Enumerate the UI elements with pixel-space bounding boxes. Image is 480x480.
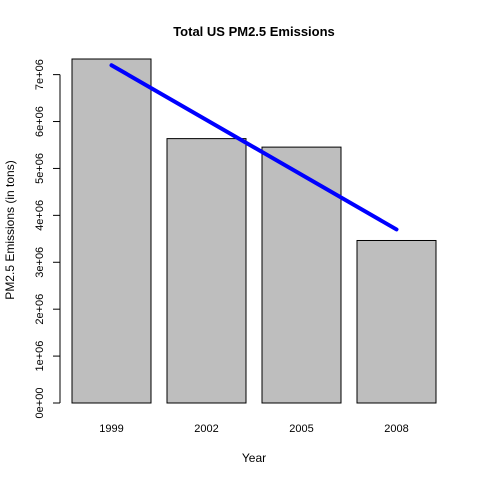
x-tick-label-2008: 2008 [384,423,408,435]
y-tick-label: 0e+00 [34,388,46,419]
y-tick-label: 3e+06 [34,247,46,278]
bar-1999 [71,58,152,404]
trend-line [109,63,399,232]
bar-2005 [261,146,342,404]
y-axis-label: PM2.5 Emissions (in tons) [3,160,17,299]
x-axis-ticks: 1999 2002 2005 2008 [99,423,408,435]
y-axis: 0e+00 1e+06 2e+06 3e+06 4e+06 5e+06 6e+06 7e+06 [34,59,61,419]
chart-title: Total US PM2.5 Emissions [173,24,335,39]
x-tick-label-2005: 2005 [289,423,313,435]
y-tick-label: 2e+06 [34,294,46,325]
trend-layer [109,63,399,232]
bar-2008 [356,239,437,404]
bar-2002 [166,138,247,404]
x-tick-label-1999: 1999 [99,423,123,435]
x-axis-label: Year [242,451,266,465]
y-tick-label: 7e+06 [34,59,46,90]
x-tick-label-2002: 2002 [194,423,218,435]
bars-layer [71,58,437,404]
y-tick-label: 1e+06 [34,341,46,372]
y-tick-label: 4e+06 [34,200,46,231]
y-tick-label: 5e+06 [34,153,46,184]
y-tick-label: 6e+06 [34,106,46,137]
